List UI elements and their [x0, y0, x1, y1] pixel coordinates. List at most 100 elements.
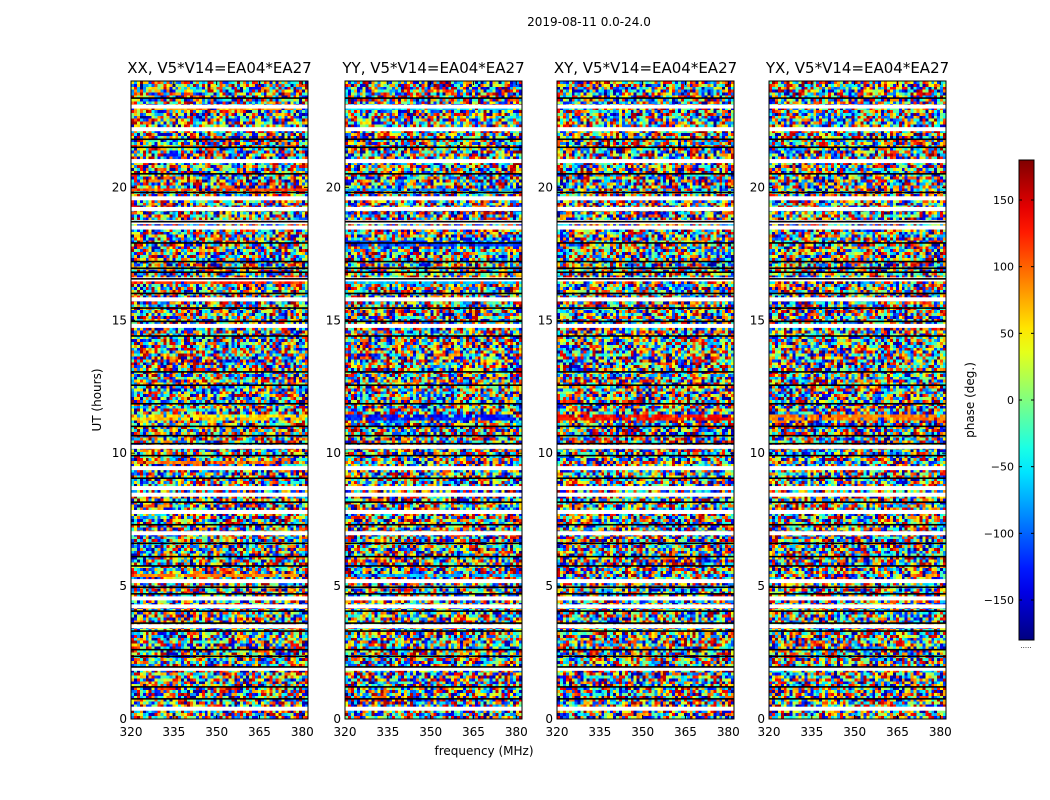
flagged-row	[769, 297, 946, 302]
flagged-row	[345, 297, 522, 302]
gap-row	[131, 425, 308, 428]
flagged-row	[769, 531, 946, 536]
x-tick-label: 365	[462, 725, 485, 739]
flagged-row	[769, 604, 946, 609]
panel-title: XX, V5*V14=EA04*EA27	[127, 59, 311, 77]
gap-row	[769, 648, 946, 651]
y-tick-label: 10	[326, 446, 341, 460]
flagged-row	[769, 159, 946, 164]
phase-heatmap	[131, 81, 308, 719]
flagged-row	[557, 604, 734, 609]
flagged-row	[345, 127, 522, 132]
gap-row	[131, 555, 308, 558]
y-tick-label: 0	[545, 712, 553, 726]
gap-row	[345, 593, 522, 595]
flagged-row	[131, 596, 308, 601]
gap-row	[769, 555, 946, 558]
gap-row	[557, 565, 734, 567]
gap-row	[557, 320, 734, 323]
gap-row	[345, 477, 522, 480]
flagged-row	[345, 196, 522, 201]
panel-group: XX, V5*V14=EA04*EA27 320 335 350 365 380 0 5 10 1…	[112, 59, 952, 739]
gap-row	[557, 278, 734, 280]
flagged-row	[769, 579, 946, 584]
flagged-row	[769, 127, 946, 132]
panel-frame	[556, 80, 735, 720]
colorbar-tick-label: −150	[984, 594, 1014, 607]
x-tick-label: 380	[291, 725, 314, 739]
gap-row	[131, 292, 308, 295]
gap-row	[345, 523, 522, 526]
gap-row	[345, 138, 522, 141]
x-tick-label: 335	[162, 725, 185, 739]
gap-row	[769, 630, 946, 632]
gap-row	[345, 242, 522, 244]
gap-row	[557, 655, 734, 658]
gap-row	[557, 666, 734, 668]
panel-3: XY, V5*V14=EA04*EA27 320 335 350 365 380 0 5 10 1…	[538, 59, 740, 739]
gap-row	[345, 622, 522, 624]
flagged-row	[345, 624, 522, 629]
flagged-row	[557, 104, 734, 109]
gap-row	[131, 384, 308, 386]
gap-row	[769, 698, 946, 700]
panel-title: YX, V5*V14=EA04*EA27	[765, 59, 949, 77]
y-tick-label: 0	[119, 712, 127, 726]
flagged-row	[769, 486, 946, 491]
flagged-row	[557, 225, 734, 230]
flagged-row	[131, 531, 308, 536]
gap-row	[131, 648, 308, 651]
panel-frame	[344, 80, 523, 720]
gap-row	[345, 173, 522, 175]
flagged-row	[131, 159, 308, 164]
gap-row	[131, 565, 308, 567]
gap-row	[345, 610, 522, 612]
y-tick-label: 5	[333, 579, 341, 593]
x-tick-label: 365	[886, 725, 909, 739]
flagged-row	[769, 444, 946, 449]
x-tick-label: 320	[546, 725, 569, 739]
flagged-row	[769, 466, 946, 471]
y-tick-label: 10	[112, 446, 127, 460]
gap-row	[769, 586, 946, 589]
gap-row	[557, 271, 734, 273]
flagged-row	[769, 225, 946, 230]
y-tick-label: 10	[538, 446, 553, 460]
phase-heatmap	[769, 81, 946, 719]
gap-row	[557, 622, 734, 624]
gap-row	[769, 292, 946, 295]
x-tick-label: 335	[800, 725, 823, 739]
gap-row	[345, 501, 522, 503]
flagged-row	[131, 127, 308, 132]
gap-row	[131, 335, 308, 337]
y-tick-label: 5	[119, 579, 127, 593]
gap-row	[131, 630, 308, 632]
colorbar: −150 −100 −50 0 50 100 150	[984, 159, 1035, 641]
flagged-row	[557, 297, 734, 302]
flagged-row	[345, 509, 522, 514]
gap-row	[557, 434, 734, 437]
gap-row	[769, 384, 946, 386]
gap-row	[769, 267, 946, 270]
flagged-row	[769, 509, 946, 514]
flagged-row	[769, 206, 946, 211]
gap-row	[769, 191, 946, 194]
panel-title: YY, V5*V14=EA04*EA27	[341, 59, 524, 77]
gap-row	[131, 138, 308, 141]
gap-row	[131, 242, 308, 244]
phase-heatmap	[557, 81, 734, 719]
flagged-row	[131, 579, 308, 584]
flagged-row	[131, 604, 308, 609]
gap-row	[345, 384, 522, 386]
y-tick-label: 10	[750, 446, 765, 460]
gap-row	[769, 173, 946, 175]
gap-row	[557, 138, 734, 141]
gap-row	[345, 630, 522, 632]
gap-row	[131, 97, 308, 99]
flagged-row	[131, 466, 308, 471]
flagged-row	[557, 579, 734, 584]
gap-row	[345, 454, 522, 457]
gap-row	[131, 698, 308, 700]
gap-row	[769, 434, 946, 437]
